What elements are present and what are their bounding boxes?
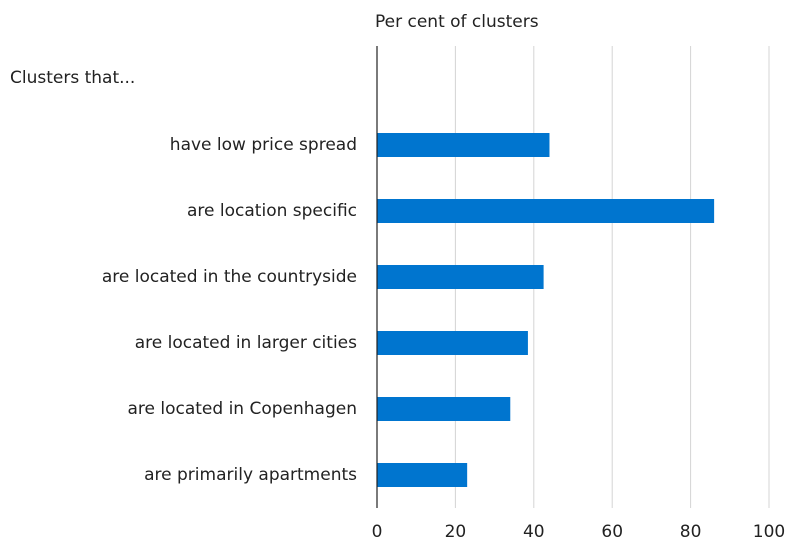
x-tick-label: 60 [601, 522, 623, 541]
x-tick-label: 100 [753, 522, 785, 541]
bar [377, 397, 511, 421]
bar [377, 463, 468, 487]
x-axis-title: Per cent of clusters [375, 12, 539, 32]
category-label: are primarily apartments [144, 465, 357, 485]
category-label: are located in the countryside [102, 267, 357, 287]
x-tick-label: 80 [680, 522, 702, 541]
category-label: have low price spread [170, 135, 357, 155]
bar [377, 331, 528, 355]
category-axis-title: Clusters that... [10, 68, 135, 88]
category-label: are located in larger cities [135, 333, 357, 353]
category-label: are located in Copenhagen [127, 399, 357, 419]
x-tick-label: 20 [445, 522, 467, 541]
category-label: are location specific [187, 201, 357, 221]
x-tick-label: 0 [372, 522, 383, 541]
bar [377, 133, 550, 157]
bar [377, 265, 544, 289]
x-tick-label: 40 [523, 522, 545, 541]
bar [377, 199, 715, 223]
